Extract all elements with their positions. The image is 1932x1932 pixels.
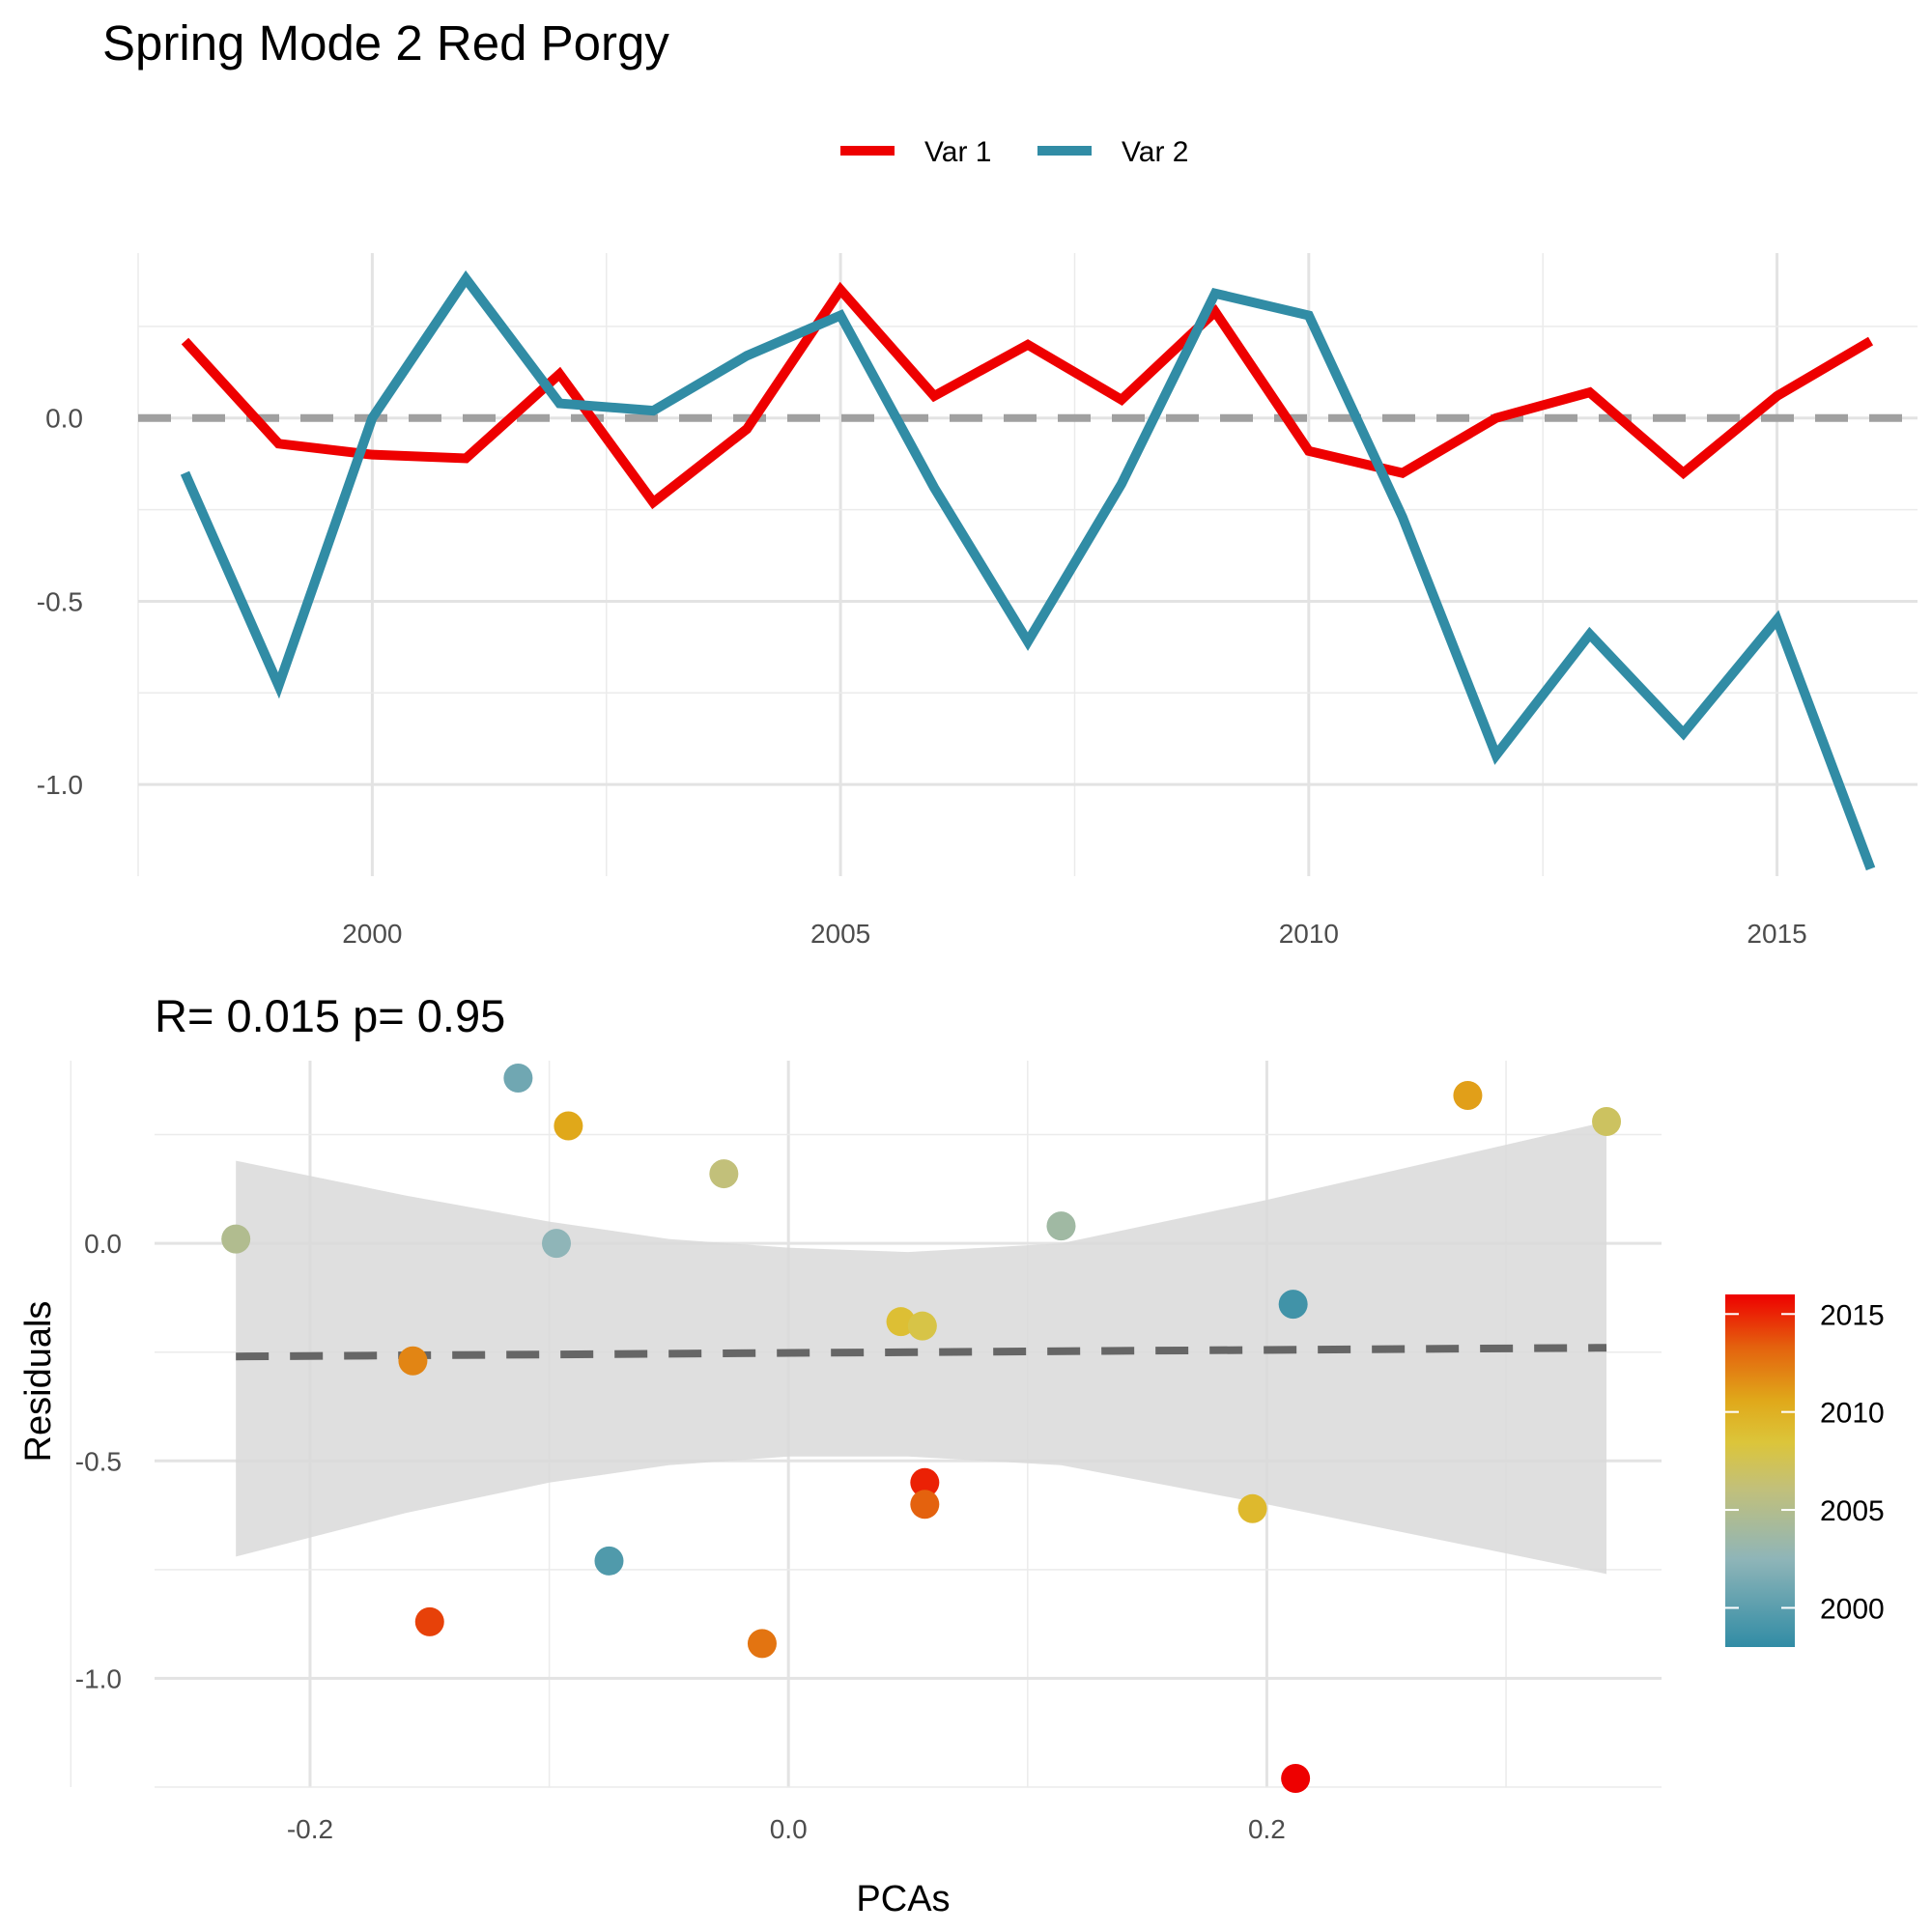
colorbar-label: 2010 <box>1820 1398 1885 1430</box>
scatter-point <box>910 1490 940 1520</box>
x-tick-label: 2010 <box>1279 919 1339 949</box>
scatter-point <box>709 1159 739 1189</box>
confidence-band-area <box>236 1122 1607 1575</box>
x-tick-label: 0.2 <box>1248 1814 1286 1844</box>
series-line-var2 <box>180 270 1876 871</box>
colorbar-label: 2005 <box>1820 1495 1885 1527</box>
y-tick-label: -1.0 <box>37 770 83 800</box>
scatter-point <box>1278 1290 1308 1320</box>
scatter-point <box>221 1224 251 1254</box>
legend: Var 1 Var 2 <box>840 136 1188 168</box>
x-tick-label: 2000 <box>342 919 402 949</box>
x-tick-label: 2015 <box>1747 919 1806 949</box>
chart-title: Spring Mode 2 Red Porgy <box>102 15 669 71</box>
scatter-title: R= 0.015 p= 0.95 <box>155 990 505 1041</box>
confidence-band <box>236 1122 1607 1575</box>
colorbar-label: 2015 <box>1820 1299 1885 1331</box>
scatter-point <box>886 1307 916 1337</box>
scatter-point <box>398 1346 428 1376</box>
top-panel-ticks: 2000 2005 2010 2015 0.0 -0.5 -1.0 <box>37 404 1807 949</box>
scatter-point <box>1592 1107 1622 1137</box>
scatter-point <box>542 1229 571 1259</box>
fit-line <box>236 1344 1607 1361</box>
colorbar-gradient <box>1725 1294 1795 1647</box>
y-tick-label: -0.5 <box>37 586 83 616</box>
y-tick-label: 0.0 <box>45 404 83 434</box>
scatter-point <box>554 1111 583 1141</box>
legend-label-var2: Var 2 <box>1122 136 1188 168</box>
scatter-point <box>414 1606 444 1636</box>
x-axis-label: PCAs <box>856 1879 950 1919</box>
series-line-var1 <box>181 281 1874 510</box>
y-tick-label: -0.5 <box>75 1446 122 1476</box>
x-tick-label: -0.2 <box>287 1814 333 1844</box>
top-panel-lines <box>138 270 1918 871</box>
x-tick-label: 2005 <box>810 919 870 949</box>
scatter-point <box>1453 1081 1483 1111</box>
bottom-panel-ticks: -0.2 0.0 0.2 0.0 -0.5 -1.0 <box>75 1229 1286 1844</box>
legend-label-var1: Var 1 <box>924 136 991 168</box>
scatter-point <box>503 1064 533 1094</box>
y-tick-label: -1.0 <box>75 1663 122 1693</box>
y-tick-label: 0.0 <box>84 1229 122 1259</box>
scatter-points <box>221 1064 1622 1793</box>
scatter-point <box>910 1467 940 1497</box>
x-tick-label: 0.0 <box>770 1814 808 1844</box>
scatter-point <box>1046 1211 1076 1241</box>
colorbar: 2015 2010 2005 2000 <box>1725 1294 1885 1647</box>
colorbar-label: 2000 <box>1820 1593 1885 1625</box>
scatter-point <box>1281 1763 1311 1793</box>
y-axis-label: Residuals <box>18 1301 59 1463</box>
scatter-point <box>1237 1493 1267 1523</box>
scatter-point <box>594 1546 624 1576</box>
scatter-point <box>907 1311 937 1341</box>
scatter-point <box>747 1629 777 1659</box>
regression-line <box>236 1344 1607 1361</box>
